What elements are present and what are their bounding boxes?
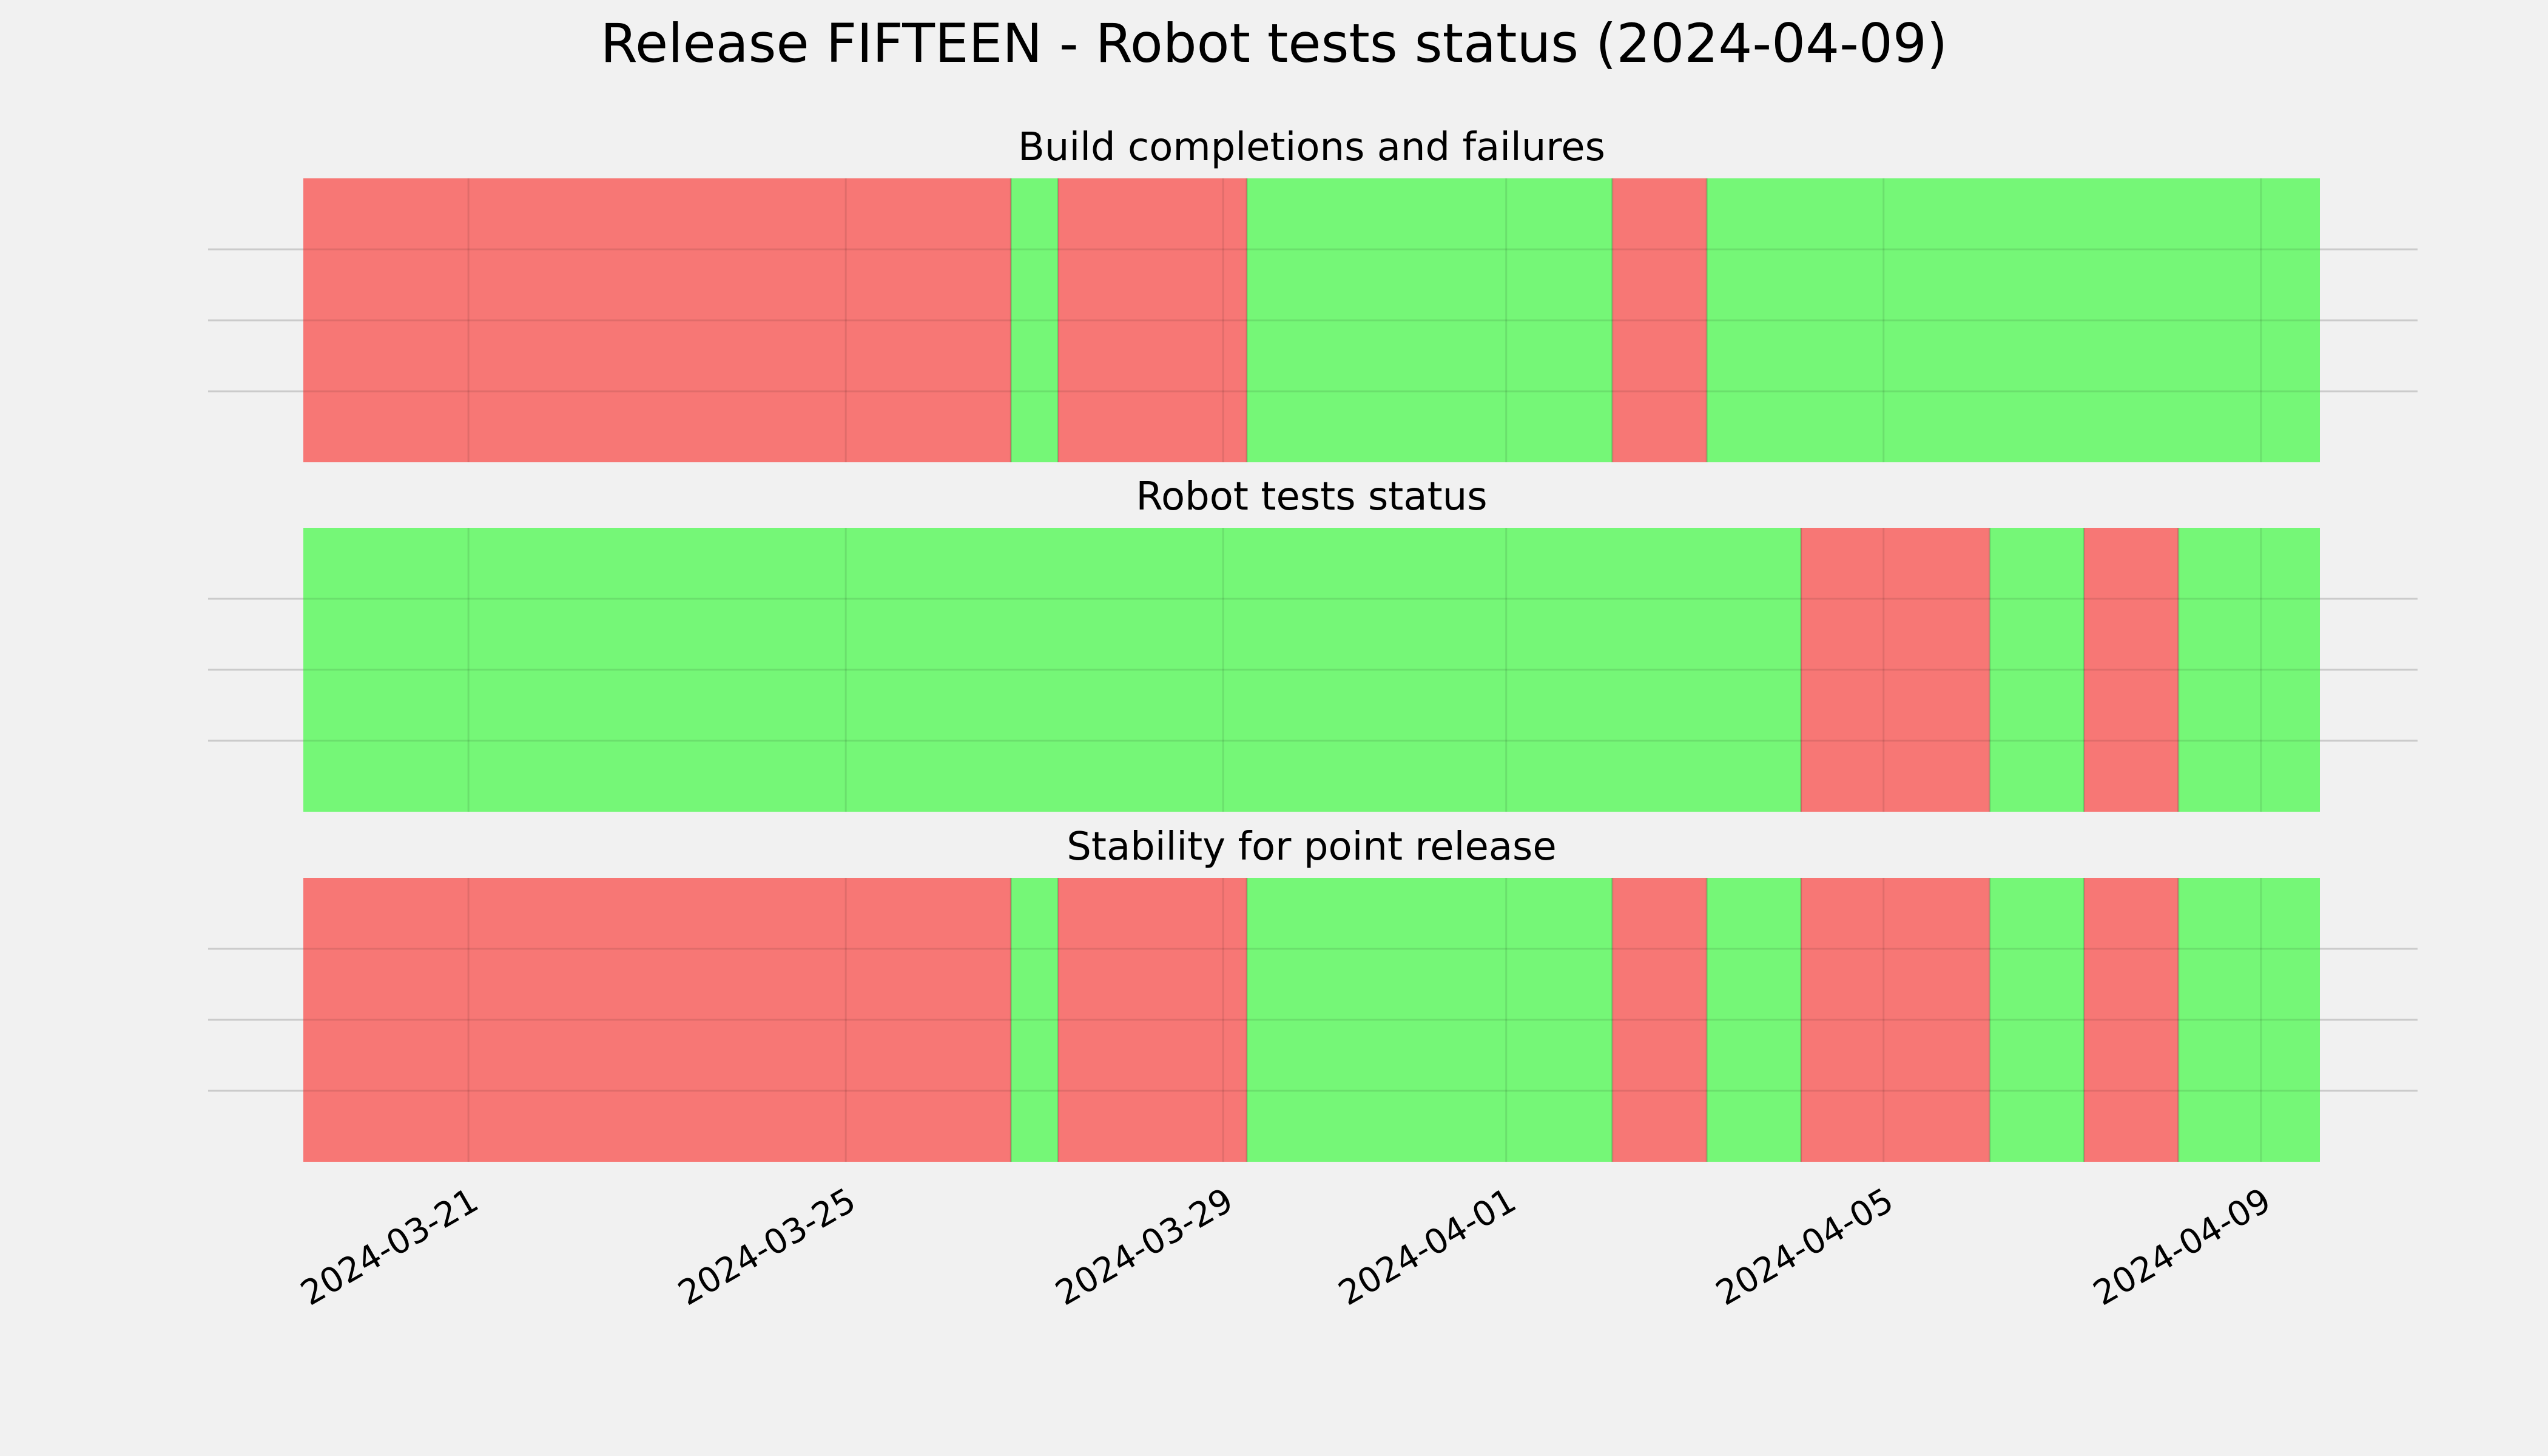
status-segment-fail [1612, 178, 1707, 462]
status-segment-fail [2084, 878, 2179, 1162]
status-segment-fail [303, 878, 1011, 1162]
panels-group: Build completions and failures Robot test… [208, 125, 2418, 1162]
panel-2: Robot tests status [208, 474, 2418, 812]
status-segment-fail [1612, 878, 1707, 1162]
panel-title: Stability for point release [1067, 824, 1557, 869]
status-segment-fail [303, 178, 1011, 462]
status-segment-pass [1247, 178, 1613, 462]
status-segment-pass [1989, 878, 2085, 1162]
panel-title: Build completions and failures [1018, 125, 1605, 170]
grid-overlay [303, 528, 2320, 812]
panel-1: Build completions and failures [208, 125, 2418, 462]
panel-title: Robot tests status [1136, 474, 1487, 519]
status-segment-pass [1707, 178, 2320, 462]
status-segment-fail [1801, 878, 1990, 1162]
panel-3: Stability for point release [208, 824, 2418, 1162]
grid-overlay [303, 178, 2320, 462]
status-segment-pass [2178, 878, 2320, 1162]
status-segment-pass [1011, 178, 1059, 462]
status-segment-fail [1058, 878, 1247, 1162]
status-segment-pass [1707, 878, 1801, 1162]
chart-title: Release FIFTEEN - Robot tests status (20… [601, 12, 1947, 75]
status-segment-pass [2178, 528, 2320, 812]
status-segment-pass [1247, 878, 1613, 1162]
status-segment-pass [1989, 528, 2085, 812]
grid-overlay [303, 878, 2320, 1162]
status-segment-fail [2084, 528, 2179, 812]
status-segment-fail [1058, 178, 1247, 462]
status-segment-pass [303, 528, 1801, 812]
status-segment-fail [1801, 528, 1990, 812]
status-segment-pass [1011, 878, 1059, 1162]
